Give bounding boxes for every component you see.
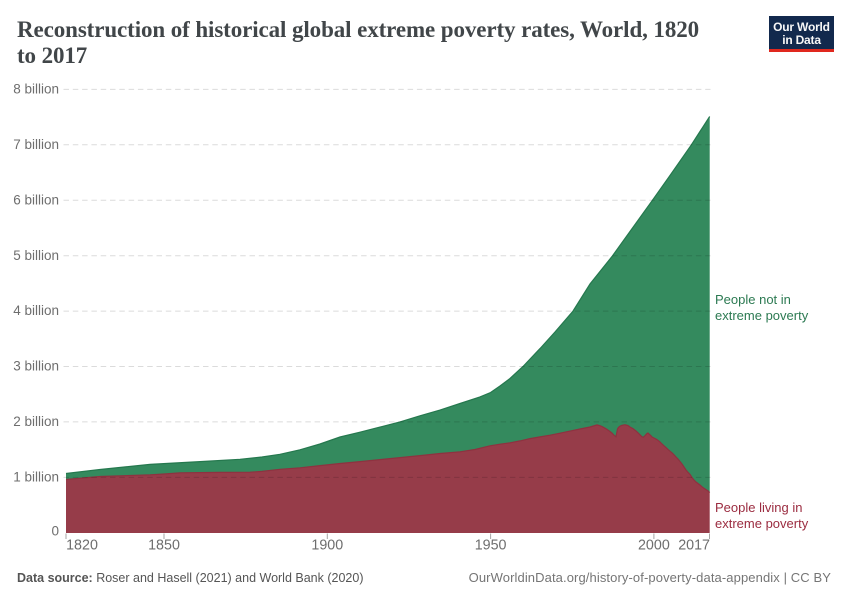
svg-text:8 billion: 8 billion (13, 82, 59, 97)
svg-text:1850: 1850 (148, 538, 180, 554)
svg-text:2017: 2017 (678, 538, 710, 554)
svg-text:1 billion: 1 billion (13, 470, 59, 485)
svg-text:0: 0 (51, 524, 59, 539)
svg-text:2000: 2000 (638, 538, 670, 554)
svg-text:4 billion: 4 billion (13, 303, 59, 318)
svg-text:1820: 1820 (66, 538, 98, 554)
svg-text:5 billion: 5 billion (13, 248, 59, 263)
svg-text:6 billion: 6 billion (13, 192, 59, 207)
svg-text:2 billion: 2 billion (13, 414, 59, 429)
svg-text:3 billion: 3 billion (13, 359, 59, 374)
svg-text:1900: 1900 (311, 538, 343, 554)
svg-text:7 billion: 7 billion (13, 137, 59, 152)
svg-text:1950: 1950 (475, 538, 507, 554)
